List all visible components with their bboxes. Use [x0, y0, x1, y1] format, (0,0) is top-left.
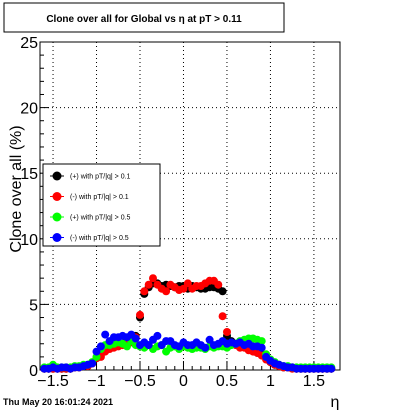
x-tick-label: 0 [179, 373, 188, 390]
data-point [223, 328, 231, 336]
data-point [144, 280, 153, 289]
legend-label: (+) with pT/|q| > 0.1 [70, 174, 131, 181]
data-point [179, 284, 188, 293]
data-point [218, 312, 227, 321]
data-point [327, 364, 336, 373]
data-point [140, 287, 149, 296]
x-tick-label: −0.5 [124, 373, 156, 390]
legend-label: (+) with pT/|q| > 0.5 [70, 215, 131, 222]
data-point [123, 342, 131, 351]
data-point [218, 287, 227, 296]
data-point [96, 342, 105, 351]
data-point [153, 331, 162, 340]
y-tick-label: 25 [20, 35, 38, 52]
x-tick-label: 0.5 [216, 373, 238, 390]
legend: (+) with pT/|q| > 0.1 (-) with pT/|q| > 0… [42, 163, 161, 247]
y-tick-label: 5 [29, 297, 38, 314]
chart-title: Clone over all for Global vs η at pT > 0… [46, 14, 242, 25]
data-point [136, 310, 144, 319]
x-tick-label: −1.5 [37, 373, 69, 390]
data-point [214, 280, 223, 289]
y-tick-label: 15 [20, 166, 38, 183]
y-tick-label: 10 [20, 232, 38, 249]
x-axis: −1.5 −1 −0.5 0 0.5 1 1.5 [37, 361, 341, 390]
data-point [92, 347, 101, 356]
data-point [201, 343, 210, 352]
data-point [101, 330, 110, 339]
y-axis-title: Clone over all (%) [8, 125, 25, 252]
data-point [257, 337, 266, 346]
series-4 [40, 330, 336, 373]
x-tick-label: −1 [87, 373, 105, 390]
y-tick-label: 20 [20, 101, 38, 118]
y-axis: 0 5 10 15 20 25 [20, 35, 49, 380]
legend-box [42, 163, 161, 247]
data-point [162, 287, 171, 296]
data-point [131, 334, 140, 343]
datestamp: Thu May 20 16:01:24 2021 [3, 397, 113, 407]
legend-label: (-) with pT/|q| > 0.1 [70, 194, 129, 201]
x-tick-label: 1 [266, 373, 275, 390]
data-point [257, 343, 266, 352]
data-point [149, 274, 157, 283]
legend-label: (-) with pT/|q| > 0.5 [70, 235, 129, 242]
data-point [144, 341, 153, 350]
data-point [88, 359, 97, 368]
data-points [40, 274, 336, 373]
data-point [205, 335, 214, 344]
y-tick-label: 0 [29, 363, 38, 380]
x-tick-label: 1.5 [303, 373, 325, 390]
x-axis-title: η [331, 394, 340, 410]
data-point [183, 279, 192, 288]
title-box [3, 2, 285, 33]
